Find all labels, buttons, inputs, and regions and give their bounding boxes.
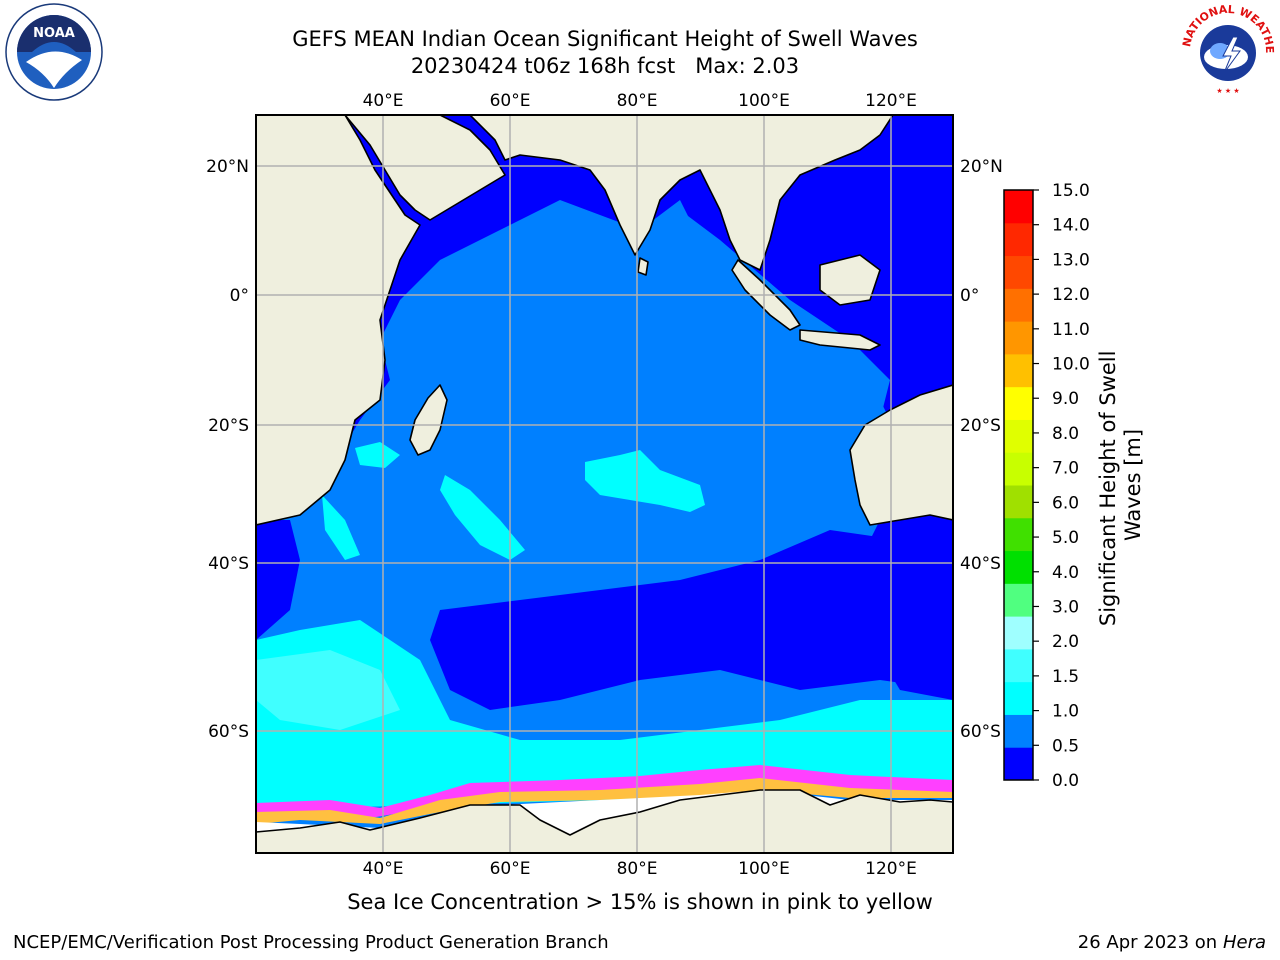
colorbar-swatch <box>1004 288 1033 322</box>
colorbar-tick-label: 3.0 <box>1052 597 1079 617</box>
lon-label: 100°E <box>738 859 790 879</box>
footer-date: 26 Apr 2023 on Hera <box>1078 932 1266 953</box>
colorbar-tick-label: 2.0 <box>1052 632 1079 652</box>
colorbar-tick-label: 8.0 <box>1052 424 1079 444</box>
footer-host: Hera <box>1222 932 1266 953</box>
colorbar-swatch <box>1004 714 1033 748</box>
land-java <box>799 329 881 351</box>
lat-label: 60°S <box>960 722 1001 742</box>
footer-date-text: 26 Apr 2023 on <box>1077 932 1223 953</box>
colorbar-tick-label: 1.5 <box>1052 667 1079 687</box>
colorbar-tick-label: 12.0 <box>1052 285 1090 305</box>
lon-label: 80°E <box>617 859 658 879</box>
lat-label: 60°S <box>208 722 249 742</box>
colorbar-swatch <box>1004 583 1033 617</box>
lon-label: 40°E <box>363 859 404 879</box>
colorbar-swatch <box>1004 648 1033 683</box>
footer-credit: NCEP/EMC/Verification Post Processing Pr… <box>13 932 609 953</box>
land-sri-lanka <box>637 257 649 276</box>
lon-label: 120°E <box>865 91 917 111</box>
colorbar-swatch <box>1004 616 1033 650</box>
lon-label: 120°E <box>865 859 917 879</box>
colorbar-label-line1: Significant Height of Swell <box>1096 351 1120 627</box>
colorbar-swatch <box>1004 747 1033 781</box>
colorbar-swatch <box>1004 517 1033 552</box>
colorbar-tick-label: 0.5 <box>1052 736 1079 756</box>
lon-label: 60°E <box>490 91 531 111</box>
colorbar-label-line2: Waves [m] <box>1121 429 1145 541</box>
lon-label: 100°E <box>738 91 790 111</box>
land-asia <box>469 115 894 271</box>
graticule <box>256 115 953 853</box>
ocean-high-swell-south <box>256 620 953 810</box>
colorbar-tick-label: 11.0 <box>1052 320 1090 340</box>
ocean-mid-swell-north <box>400 210 890 420</box>
lat-label: 20°S <box>960 416 1001 436</box>
land-arabia <box>344 115 506 221</box>
colorbar-tick-label: 4.0 <box>1052 563 1079 583</box>
sea-ice-note: Sea Ice Concentration > 15% is shown in … <box>347 890 933 914</box>
ocean-swell-patch-southwest <box>322 495 360 560</box>
ocean-swell-patch-west <box>440 475 525 560</box>
colorbar-swatch <box>1004 452 1033 486</box>
lat-label: 0° <box>960 286 979 306</box>
svg-text:★ ★ ★: ★ ★ ★ <box>1216 87 1239 95</box>
chart-title: GEFS MEAN Indian Ocean Significant Heigh… <box>292 27 918 51</box>
ocean-swell-patch-central <box>585 450 705 512</box>
ocean-swell-patch-madagascar <box>355 442 400 468</box>
colorbar-swatch <box>1004 255 1033 289</box>
colorbar-tick-label: 9.0 <box>1052 389 1079 409</box>
lat-label: 20°N <box>960 157 1003 177</box>
lon-label: 80°E <box>617 91 658 111</box>
lon-label: 40°E <box>363 91 404 111</box>
colorbar-tick-label: 10.0 <box>1052 355 1090 375</box>
colorbar-swatch <box>1004 222 1033 257</box>
colorbar-swatch <box>1004 419 1033 453</box>
lon-labels-top: 40°E 60°E 80°E 100°E 120°E <box>363 91 917 111</box>
colorbar-tick-label: 0.0 <box>1052 771 1079 791</box>
nws-logo: NATIONAL WEATHER SERVICE ★ ★ ★ <box>1178 1 1276 99</box>
lat-label: 40°S <box>208 554 249 574</box>
colorbar-swatch <box>1004 190 1033 224</box>
ocean-low-swell-west <box>256 520 300 640</box>
colorbar-tick-label: 1.0 <box>1052 702 1079 722</box>
land-africa <box>256 115 421 526</box>
lat-label: 20°S <box>208 416 249 436</box>
colorbar-frame <box>1003 189 1034 781</box>
lon-label: 60°E <box>490 859 531 879</box>
colorbar-tick-label: 7.0 <box>1052 459 1079 479</box>
ocean-low-swell-south <box>430 530 953 710</box>
land-madagascar <box>409 384 448 456</box>
noaa-logo: NOAA <box>5 3 103 101</box>
colorbar-tick-label: 15.0 <box>1052 181 1090 201</box>
lat-labels-right: 20°N 0° 20°S 40°S 60°S <box>960 157 1003 742</box>
colorbar-swatch <box>1004 386 1033 420</box>
lat-label: 40°S <box>960 554 1001 574</box>
colorbar-swatch <box>1004 353 1033 388</box>
colorbar-tick-label: 6.0 <box>1052 493 1079 513</box>
colorbar-tick-label: 5.0 <box>1052 528 1079 548</box>
colorbar: 0.0 0.5 1.0 1.5 2.0 3.0 4.0 5.0 6.0 7.0 8.0 9.0 10.0… <box>1003 181 1090 791</box>
map-frame <box>255 114 954 854</box>
colorbar-swatch <box>1004 681 1033 715</box>
colorbar-swatch <box>1004 321 1033 355</box>
colorbar-tick-label: 14.0 <box>1052 216 1090 236</box>
chart-subtitle: 20230424 t06z 168h fcst Max: 2.03 <box>410 54 800 78</box>
noaa-logo-text: NOAA <box>33 26 75 41</box>
colorbar-label: Significant Height of Swell Waves [m] <box>1096 344 1145 626</box>
colorbar-swatch <box>1004 485 1033 519</box>
colorbar-tick-label: 13.0 <box>1052 250 1090 270</box>
land <box>256 115 953 853</box>
lon-labels-bottom: 40°E 60°E 80°E 100°E 120°E <box>363 859 917 879</box>
colorbar-swatch <box>1004 550 1033 584</box>
lat-label: 20°N <box>206 157 249 177</box>
ocean-higher-swell-southwest <box>256 650 400 730</box>
lat-label: 0° <box>230 286 249 306</box>
land-borneo <box>819 254 881 306</box>
lat-labels-left: 20°N 0° 20°S 40°S 60°S <box>206 157 249 742</box>
land-antarctica <box>256 789 953 853</box>
map-field <box>256 115 953 853</box>
land-australia <box>849 384 953 526</box>
